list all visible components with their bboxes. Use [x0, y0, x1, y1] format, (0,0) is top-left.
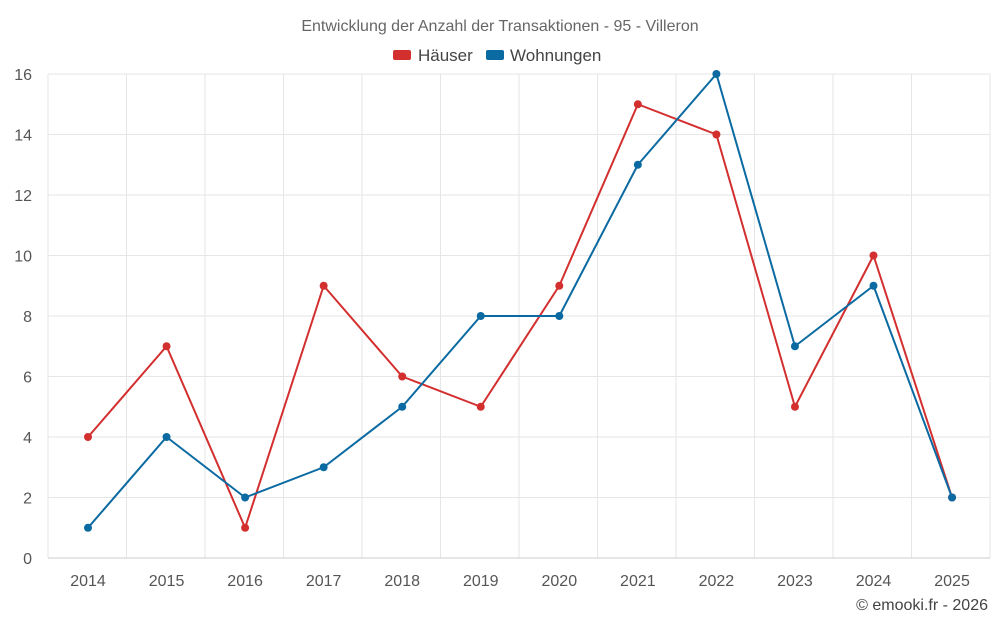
x-tick-label: 2025 [934, 573, 970, 590]
x-tick-label: 2022 [699, 573, 735, 590]
legend-item-haeuser[interactable]: Häuser [393, 46, 473, 65]
y-tick-label: 12 [14, 188, 32, 205]
data-point-wohnungen[interactable] [948, 493, 957, 502]
y-tick-label: 2 [23, 491, 32, 508]
y-tick-label: 4 [23, 430, 32, 447]
data-point-haeuser[interactable] [869, 251, 878, 260]
data-point-wohnungen[interactable] [319, 463, 328, 472]
data-point-wohnungen[interactable] [790, 342, 799, 351]
legend-item-wohnungen[interactable]: Wohnungen [486, 46, 601, 65]
data-point-haeuser[interactable] [633, 100, 642, 109]
data-point-wohnungen[interactable] [869, 281, 878, 290]
data-point-haeuser[interactable] [241, 523, 250, 532]
x-tick-label: 2023 [777, 573, 813, 590]
series-line-haeuser [87, 103, 954, 529]
x-tick-label: 2021 [620, 573, 656, 590]
data-point-haeuser[interactable] [476, 402, 485, 411]
data-point-wohnungen[interactable] [476, 312, 485, 320]
x-tick-label: 2017 [306, 573, 342, 590]
data-point-haeuser[interactable] [398, 372, 407, 381]
data-point-haeuser[interactable] [319, 281, 328, 290]
data-point-wohnungen[interactable] [633, 160, 642, 169]
y-tick-label: 6 [23, 370, 32, 387]
data-point-wohnungen[interactable] [84, 523, 92, 532]
data-point-wohnungen[interactable] [555, 312, 564, 320]
data-point-haeuser[interactable] [712, 130, 721, 139]
chart-title: Entwicklung der Anzahl der Transaktionen… [301, 18, 698, 35]
x-tick-label: 2018 [384, 573, 420, 590]
x-gridlines [47, 74, 991, 558]
x-tick-label: 2015 [149, 573, 185, 590]
data-point-wohnungen[interactable] [712, 70, 721, 78]
y-tick-label: 0 [23, 551, 32, 568]
credit-text: © emooki.fr - 2026 [856, 597, 988, 614]
data-point-wohnungen[interactable] [241, 493, 250, 502]
data-point-haeuser[interactable] [790, 402, 799, 411]
y-tick-label: 8 [23, 309, 32, 326]
y-axis-ticks: 0 2 4 6 8 10 12 14 16 [14, 67, 32, 568]
data-point-wohnungen[interactable] [162, 433, 171, 441]
data-point-haeuser[interactable] [162, 342, 171, 351]
series-layer [84, 70, 957, 532]
legend-label-wohnungen: Wohnungen [510, 46, 601, 65]
legend: Häuser Wohnungen [393, 46, 601, 65]
x-tick-label: 2020 [542, 573, 578, 590]
y-tick-label: 10 [14, 249, 32, 266]
series-line-wohnungen [87, 73, 953, 529]
legend-swatch-haeuser [393, 50, 411, 60]
series-haeuser [84, 100, 957, 532]
x-tick-label: 2024 [856, 573, 892, 590]
x-tick-label: 2019 [463, 573, 499, 590]
legend-label-haeuser: Häuser [418, 46, 473, 65]
data-point-haeuser[interactable] [555, 281, 564, 290]
x-tick-label: 2014 [70, 573, 106, 590]
data-point-wohnungen[interactable] [398, 402, 407, 411]
series-wohnungen [84, 70, 957, 532]
x-axis-ticks: 2014 2015 2016 2017 2018 2019 2020 2021 2022 2023… [70, 573, 970, 590]
y-tick-label: 16 [14, 67, 32, 84]
y-tick-label: 14 [14, 128, 32, 145]
x-tick-label: 2016 [227, 573, 263, 590]
legend-swatch-wohnungen [486, 50, 504, 60]
data-point-haeuser[interactable] [84, 433, 92, 441]
